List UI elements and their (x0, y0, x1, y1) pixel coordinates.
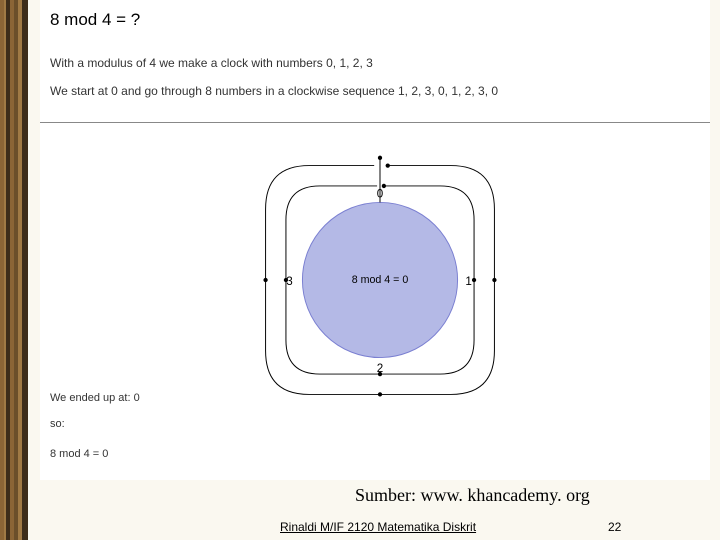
spiral-dot (386, 163, 390, 167)
spiral-dot (492, 278, 496, 282)
result-line-2: so: (50, 418, 65, 430)
decorative-left-border (0, 0, 28, 540)
result-line-1: We ended up at: 0 (50, 392, 140, 404)
clock-label-3: 3 (286, 275, 292, 288)
spiral-dot (378, 392, 382, 396)
title: 8 mod 4 = ? (50, 10, 140, 30)
description-line-1: With a modulus of 4 we make a clock with… (50, 56, 373, 70)
clock-label-2: 2 (377, 362, 383, 375)
start-dot (378, 156, 382, 160)
footer-page-number: 22 (608, 520, 621, 534)
clock-center-label: 8 mod 4 = 0 (352, 274, 409, 286)
description-line-2: We start at 0 and go through 8 numbers i… (50, 84, 498, 98)
clock-label-1: 1 (465, 275, 471, 288)
spiral-dot (263, 278, 267, 282)
spiral-dot (472, 278, 476, 282)
result-line-3: 8 mod 4 = 0 (50, 448, 108, 460)
clock-diagram: 0 1 2 3 8 mod 4 = 0 (220, 120, 540, 440)
source-citation: Sumber: www. khancademy. org (355, 485, 590, 506)
clock-label-0: 0 (377, 188, 384, 201)
footer-author: Rinaldi M/IF 2120 Matematika Diskrit (280, 520, 476, 534)
